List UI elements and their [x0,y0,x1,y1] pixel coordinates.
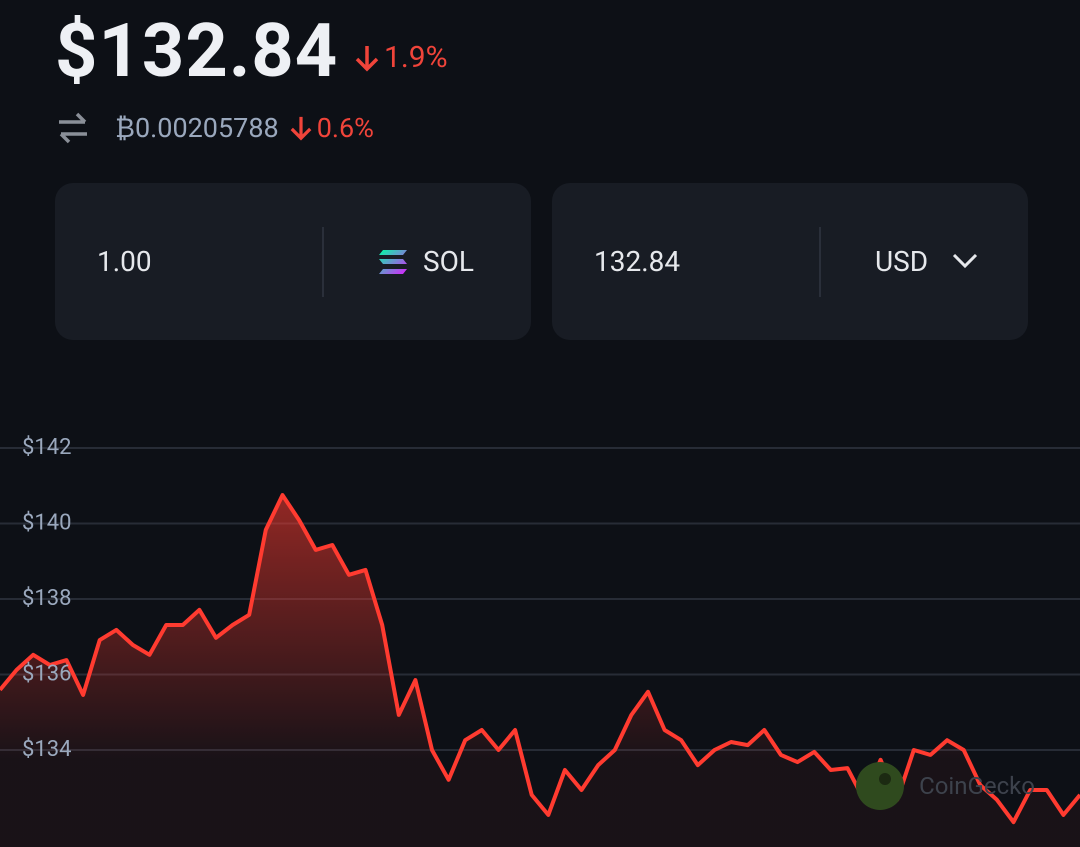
price: $132.84 [55,8,339,95]
y-tick-label: $142 [22,435,71,460]
y-tick-label: $134 [22,737,71,762]
price-change-text: 1.9% [384,40,448,75]
btc-price: ₿0.00205788 [115,112,279,144]
divider [322,227,324,297]
y-tick-label: $140 [22,510,71,535]
amount[interactable]: 1.00 [97,245,152,278]
chevron[interactable] [952,253,978,269]
watermark-text: CoinGecko [919,772,1035,800]
watermark: CoinGecko [855,761,1035,811]
y-tick-label: $136 [22,661,71,686]
price-change: 1.9% [354,40,448,75]
sol-icon [379,250,407,274]
btc-change: 0.6% [289,112,374,144]
fiat-amount[interactable]: 132.84 [594,245,681,278]
divider [819,227,821,297]
coingecko-logo [856,762,905,810]
area-fill [0,495,1080,847]
coin: SOL [423,245,474,278]
btc-change-text: 0.6% [316,112,374,144]
down-arrow [290,116,312,141]
swap-icon[interactable] [55,110,91,146]
amount-box[interactable]: 1.00 SOL [55,183,531,340]
btc-row: ₿0.00205788 0.6% [55,110,374,146]
fiat-currency[interactable]: USD [875,245,929,278]
chart: $134 $136 $138 $140 $142 [0,435,1080,847]
down-arrow [355,45,379,71]
fiat-box[interactable]: 132.84 USD [552,183,1028,340]
y-tick-label: $138 [22,586,71,611]
